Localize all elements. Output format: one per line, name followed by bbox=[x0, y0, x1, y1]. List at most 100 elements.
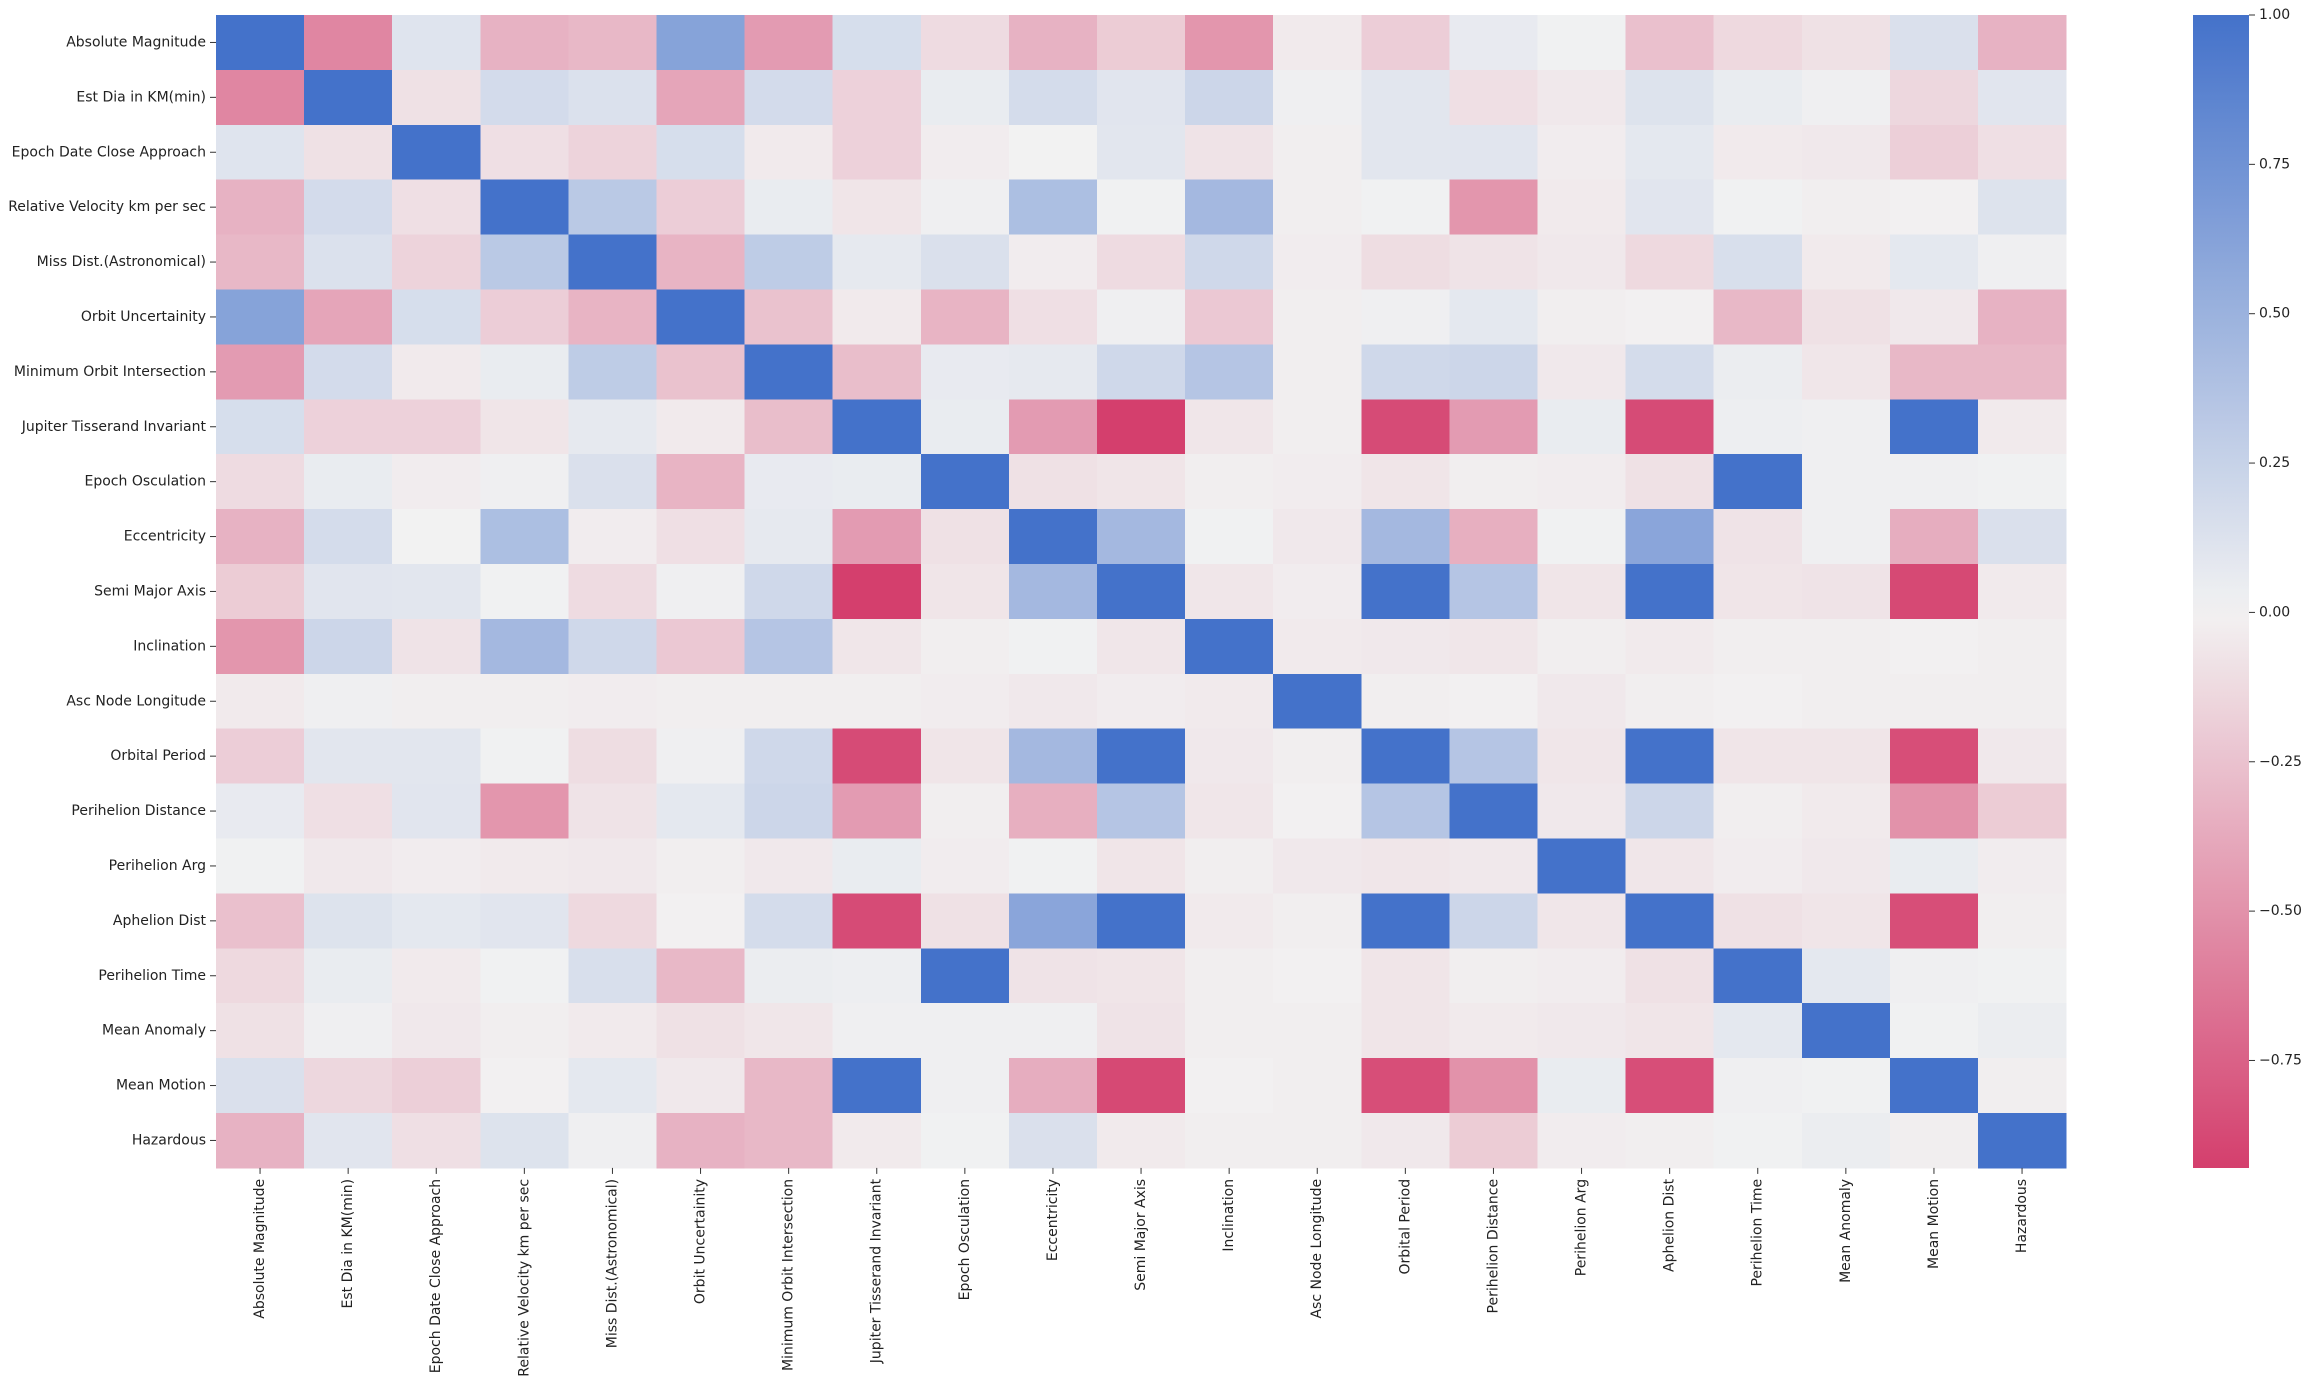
heatmap-cell-r13-c6 bbox=[744, 728, 834, 785]
heatmap-cell-r11-c15 bbox=[1537, 618, 1627, 675]
heatmap-cell-r5-c0 bbox=[216, 289, 305, 345]
x-tick-label-asc-node-longitude: Asc Node Longitude bbox=[1309, 1179, 1325, 1319]
heatmap-cell-r9-c7 bbox=[832, 509, 922, 565]
heatmap-cell-r20-c3 bbox=[480, 1113, 569, 1169]
heatmap-cell-r9-c13 bbox=[1361, 509, 1450, 565]
colorbar-tick-label: −0.25 bbox=[2259, 754, 2302, 770]
x-tick-label-est-dia-in-km-min: Est Dia in KM(min) bbox=[340, 1179, 356, 1309]
heatmap-cell-r20-c14 bbox=[1449, 1113, 1539, 1169]
heatmap-cell-r19-c16 bbox=[1625, 1058, 1715, 1114]
heatmap-cell-r10-c19 bbox=[1889, 564, 1979, 620]
heatmap-cell-r8-c3 bbox=[480, 454, 569, 510]
heatmap-cell-r4-c6 bbox=[744, 234, 834, 291]
heatmap-cell-r14-c12 bbox=[1273, 783, 1362, 840]
heatmap-cell-r1-c10 bbox=[1097, 69, 1186, 126]
heatmap-cell-r16-c15 bbox=[1537, 893, 1627, 949]
heatmap-cell-r5-c12 bbox=[1273, 289, 1362, 345]
heatmap-cell-r18-c1 bbox=[304, 1003, 393, 1059]
heatmap-cell-r16-c20 bbox=[1978, 893, 2067, 949]
heatmap-cell-r14-c0 bbox=[216, 783, 305, 840]
heatmap-cell-r2-c17 bbox=[1713, 124, 1803, 181]
heatmap-cell-r10-c1 bbox=[304, 564, 393, 620]
heatmap-cell-r19-c4 bbox=[568, 1058, 658, 1114]
heatmap-cell-r3-c19 bbox=[1889, 179, 1979, 236]
heatmap-cell-r6-c20 bbox=[1978, 344, 2067, 400]
x-tick-label-jupiter-tisserand-invariant: Jupiter Tisserand Invariant bbox=[869, 1178, 885, 1364]
heatmap-cell-r13-c19 bbox=[1889, 728, 1979, 785]
heatmap-cell-r4-c18 bbox=[1801, 234, 1891, 291]
heatmap-cell-r4-c8 bbox=[920, 234, 1010, 291]
heatmap-cell-r1-c9 bbox=[1008, 69, 1098, 126]
heatmap-cell-r4-c20 bbox=[1978, 234, 2067, 291]
heatmap-cell-r1-c7 bbox=[832, 69, 922, 126]
heatmap-cell-r12-c12 bbox=[1273, 673, 1362, 730]
heatmap-cell-r17-c14 bbox=[1449, 948, 1539, 1004]
heatmap-cell-r7-c2 bbox=[392, 399, 481, 455]
heatmap-cell-r19-c12 bbox=[1273, 1058, 1362, 1114]
heatmap-cell-r17-c15 bbox=[1537, 948, 1627, 1004]
heatmap-cell-r9-c2 bbox=[392, 509, 481, 565]
heatmap-cell-r13-c10 bbox=[1097, 728, 1186, 785]
heatmap-cell-r19-c1 bbox=[304, 1058, 393, 1114]
heatmap-cell-r9-c20 bbox=[1978, 509, 2067, 565]
heatmap-cell-r7-c10 bbox=[1097, 399, 1186, 455]
heatmap-cell-r18-c20 bbox=[1978, 1003, 2067, 1059]
heatmap-cell-r5-c14 bbox=[1449, 289, 1539, 345]
heatmap-cell-r20-c1 bbox=[304, 1113, 393, 1169]
heatmap-cell-r13-c17 bbox=[1713, 728, 1803, 785]
heatmap-cell-r8-c10 bbox=[1097, 454, 1186, 510]
heatmap-cell-r19-c19 bbox=[1889, 1058, 1979, 1114]
heatmap-cell-r18-c13 bbox=[1361, 1003, 1450, 1059]
y-tick-label-orbital-period: Orbital Period bbox=[110, 748, 206, 764]
heatmap-cell-r7-c15 bbox=[1537, 399, 1627, 455]
heatmap-cell-r12-c0 bbox=[216, 673, 305, 730]
heatmap-cell-r5-c1 bbox=[304, 289, 393, 345]
heatmap-cell-r17-c11 bbox=[1185, 948, 1274, 1004]
heatmap-cell-r4-c11 bbox=[1185, 234, 1274, 291]
heatmap-cell-r10-c20 bbox=[1978, 564, 2067, 620]
heatmap-cell-r15-c10 bbox=[1097, 838, 1186, 894]
heatmap-cell-r6-c3 bbox=[480, 344, 569, 400]
heatmap-cell-r4-c4 bbox=[568, 234, 658, 291]
heatmap-cell-r6-c4 bbox=[568, 344, 658, 400]
heatmap-cell-r9-c0 bbox=[216, 509, 305, 565]
heatmap-cell-r8-c15 bbox=[1537, 454, 1627, 510]
heatmap-cell-r3-c0 bbox=[216, 179, 305, 236]
heatmap-cell-r20-c18 bbox=[1801, 1113, 1891, 1169]
heatmap-cell-r14-c7 bbox=[832, 783, 922, 840]
heatmap-cell-r15-c1 bbox=[304, 838, 393, 894]
x-tick-label-semi-major-axis: Semi Major Axis bbox=[1133, 1179, 1149, 1291]
heatmap-cell-r18-c9 bbox=[1008, 1003, 1098, 1059]
heatmap-cell-r11-c1 bbox=[304, 618, 393, 675]
heatmap-cell-r20-c8 bbox=[920, 1113, 1010, 1169]
heatmap-cell-r9-c6 bbox=[744, 509, 834, 565]
y-tick-label-mean-anomaly: Mean Anomaly bbox=[102, 1023, 206, 1039]
heatmap-cell-r4-c2 bbox=[392, 234, 481, 291]
heatmap-cell-r6-c9 bbox=[1008, 344, 1098, 400]
heatmap-cell-r18-c8 bbox=[920, 1003, 1010, 1059]
heatmap-cell-r13-c2 bbox=[392, 728, 481, 785]
heatmap-cell-r6-c16 bbox=[1625, 344, 1715, 400]
heatmap-cell-r17-c20 bbox=[1978, 948, 2067, 1004]
x-tick-label-hazardous: Hazardous bbox=[2014, 1179, 2030, 1253]
heatmap-cell-r6-c10 bbox=[1097, 344, 1186, 400]
heatmap-cell-r16-c11 bbox=[1185, 893, 1274, 949]
heatmap-cell-r17-c16 bbox=[1625, 948, 1715, 1004]
heatmap-cell-r11-c13 bbox=[1361, 618, 1450, 675]
heatmap-cell-r17-c7 bbox=[832, 948, 922, 1004]
heatmap-cell-r17-c4 bbox=[568, 948, 658, 1004]
heatmap-cell-r14-c18 bbox=[1801, 783, 1891, 840]
heatmap-cell-r0-c13 bbox=[1361, 15, 1450, 71]
heatmap-cell-r7-c7 bbox=[832, 399, 922, 455]
heatmap-cell-r12-c3 bbox=[480, 673, 569, 730]
colorbar-tick-label: −0.75 bbox=[2259, 1052, 2302, 1068]
heatmap-cell-r3-c8 bbox=[920, 179, 1010, 236]
heatmap-cell-r14-c20 bbox=[1978, 783, 2067, 840]
heatmap-cell-r10-c4 bbox=[568, 564, 658, 620]
heatmap-cell-r0-c14 bbox=[1449, 15, 1539, 71]
x-axis-tick-labels: Absolute Magnitude Est Dia in KM(min) Epoc… bbox=[252, 1167, 2030, 1377]
heatmap-cell-r12-c1 bbox=[304, 673, 393, 730]
heatmap-cell-r4-c7 bbox=[832, 234, 922, 291]
heatmap-cell-r8-c6 bbox=[744, 454, 834, 510]
heatmap-cell-r20-c13 bbox=[1361, 1113, 1450, 1169]
